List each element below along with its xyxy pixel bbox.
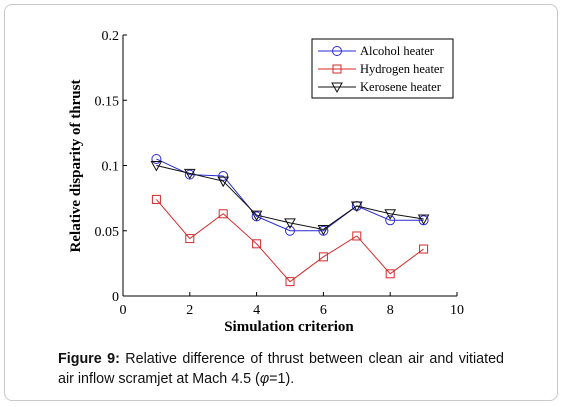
y-tick-label: 0.05 [95,225,120,240]
series-line [156,199,424,283]
axes: 0 2 4 6 8 10 0 0.05 0.1 0.15 0.2 [95,29,465,318]
legend-marker [331,82,343,94]
x-tick-label: 10 [450,303,464,318]
data-point [352,231,362,241]
caption-text-end: =1). [269,371,295,387]
legend-label: Kerosene heater [360,80,442,94]
y-tick-label: 0 [112,290,119,305]
data-point [150,161,163,172]
y-tick-label: 0.2 [102,29,120,44]
legend-label: Hydrogen heater [360,62,444,76]
series-line [156,158,424,232]
data-point [252,239,262,249]
legend-entry: Hydrogen heater [318,62,444,76]
data-point [218,170,229,181]
y-axis-label: Relative disparity of thrust [68,80,84,253]
data-point [185,234,195,244]
x-tick-label: 2 [186,303,193,318]
figure-frame [4,4,558,401]
data-point [217,176,230,188]
x-tick-label: 0 [120,303,127,318]
legend-marker [332,64,342,74]
data-point [417,214,430,226]
caption-text: Relative difference of thrust between cl… [58,351,505,387]
data-point [285,277,295,287]
y-tick-label: 0.15 [95,94,120,109]
data-point [183,168,196,180]
legend-marker [332,46,342,56]
data-point [218,209,228,219]
data-point [318,252,328,262]
legend: Alcohol heater Hydrogen heater Kerosene he… [311,38,454,99]
series-line [156,165,424,230]
legend-entry: Alcohol heater [318,44,435,58]
caption-label: Figure 9: [58,351,120,367]
data-point [350,201,363,212]
series-layer [150,153,430,287]
data-point [385,215,396,226]
x-tick-label: 6 [320,303,327,318]
line-chart: 0 2 4 6 8 10 0 0.05 0.1 0.15 0.2 Alcohol heater Hyd… [68,29,465,335]
legend-entry: Kerosene heater [318,80,442,94]
data-point [151,194,161,204]
figure-caption: Figure 9: Relative difference of thrust … [58,349,504,389]
data-point [151,153,162,164]
series-square [151,194,429,287]
data-point [250,210,263,222]
x-axis-label: Simulation criterion [224,319,354,335]
data-point [419,244,429,254]
x-tick-label: 4 [253,303,260,318]
legend-label: Alcohol heater [360,44,435,58]
x-tick-label: 8 [387,303,394,318]
data-point [384,209,397,220]
series-triangle-down [150,161,430,236]
caption-phi: φ [259,371,270,387]
data-point [385,269,395,279]
y-tick-label: 0.1 [102,160,120,175]
data-point [285,225,295,236]
data-point [317,224,330,236]
data-point [284,218,296,229]
